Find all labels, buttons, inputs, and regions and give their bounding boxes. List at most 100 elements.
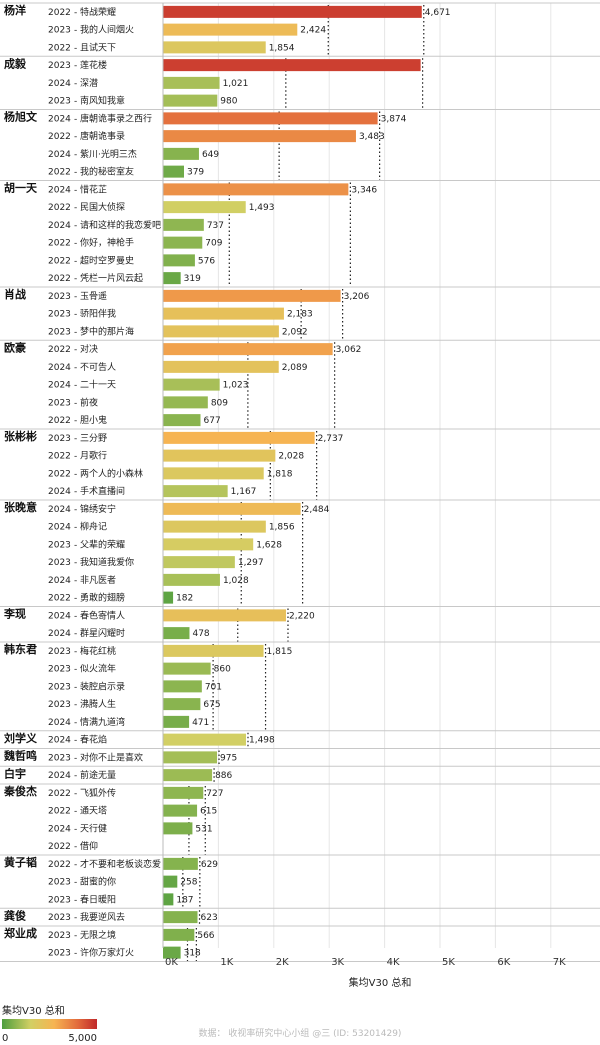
movie-separator: - bbox=[74, 43, 77, 53]
movie-year: 2022 bbox=[48, 807, 71, 817]
movie-title: 对决 bbox=[80, 343, 98, 355]
movie-separator: - bbox=[74, 381, 77, 391]
movie-title: 春色寄情人 bbox=[80, 609, 125, 621]
bar-value-label: 1,023 bbox=[223, 381, 249, 391]
movie-separator: - bbox=[74, 576, 77, 586]
bar bbox=[163, 893, 174, 906]
bar-value-label: 675 bbox=[203, 700, 220, 710]
movie-title: 前途无量 bbox=[80, 769, 116, 781]
bar bbox=[163, 591, 174, 604]
movie-separator: - bbox=[74, 736, 77, 746]
bar bbox=[163, 289, 341, 302]
bar-value-label: 1,856 bbox=[269, 523, 295, 533]
bar bbox=[163, 307, 284, 320]
bar-value-label: 2,092 bbox=[282, 327, 308, 337]
actor-name: 胡一天 bbox=[4, 181, 38, 195]
movie-title: 惜花芷 bbox=[80, 183, 107, 195]
movie-title: 对你不止是喜欢 bbox=[80, 751, 143, 763]
bar-value-label: 1,628 bbox=[256, 540, 282, 550]
movie-year: 2022 bbox=[48, 168, 71, 178]
movie-year: 2023 bbox=[48, 665, 71, 675]
movie-year: 2024 bbox=[48, 185, 71, 195]
bar-value-label: 2,220 bbox=[289, 611, 315, 621]
bar-value-label: 629 bbox=[201, 860, 218, 870]
movie-year: 2024 bbox=[48, 221, 71, 231]
bar bbox=[163, 431, 315, 444]
movie-year: 2024 bbox=[48, 381, 71, 391]
movie-year: 2023 bbox=[48, 26, 71, 36]
movie-title: 深潜 bbox=[80, 77, 98, 89]
bar bbox=[163, 414, 201, 427]
bar bbox=[163, 680, 202, 693]
bar bbox=[163, 662, 211, 675]
movie-year: 2022 bbox=[48, 256, 71, 266]
bar-value-label: 1,815 bbox=[267, 647, 293, 657]
movie-separator: - bbox=[74, 79, 77, 89]
movie-title: 借仰 bbox=[80, 840, 98, 852]
movie-separator: - bbox=[74, 611, 77, 621]
movie-title: 我要逆风去 bbox=[80, 911, 125, 923]
movie-title: 民国大侦探 bbox=[80, 201, 125, 213]
actor-name: 张晚意 bbox=[4, 500, 37, 514]
movie-separator: - bbox=[74, 132, 77, 142]
actor-name: 秦俊杰 bbox=[3, 784, 37, 798]
bar-value-label: 3,874 bbox=[381, 114, 407, 124]
movie-title: 春花焰 bbox=[80, 734, 107, 746]
bar-value-label: 860 bbox=[214, 665, 231, 675]
movie-year: 2022 bbox=[48, 860, 71, 870]
bar bbox=[163, 875, 178, 888]
bar-value-label: 1,854 bbox=[269, 43, 295, 53]
actor-name: 龚俊 bbox=[4, 908, 26, 922]
movie-title: 父辈的荣耀 bbox=[80, 538, 125, 550]
bar bbox=[163, 538, 254, 551]
bar-value-label: 2,028 bbox=[278, 452, 304, 462]
movie-separator: - bbox=[74, 203, 77, 213]
movie-year: 2023 bbox=[48, 913, 71, 923]
movie-separator: - bbox=[74, 452, 77, 462]
x-tick-label: 5K bbox=[442, 957, 455, 968]
bar bbox=[163, 769, 213, 782]
movie-year: 2022 bbox=[48, 203, 71, 213]
movie-title: 似火流年 bbox=[80, 663, 116, 675]
movie-separator: - bbox=[74, 363, 77, 373]
movie-title: 飞狐外传 bbox=[80, 787, 116, 799]
bar bbox=[163, 609, 286, 622]
bar bbox=[163, 76, 220, 89]
bar bbox=[163, 733, 246, 746]
bar bbox=[163, 183, 349, 196]
movie-title: 南风知我意 bbox=[80, 95, 125, 107]
movie-separator: - bbox=[74, 824, 77, 834]
bar-value-label: 531 bbox=[195, 824, 212, 834]
bar bbox=[163, 556, 235, 569]
bar bbox=[163, 715, 190, 728]
bar-value-label: 1,493 bbox=[249, 203, 275, 213]
movie-year: 2022 bbox=[48, 274, 71, 284]
bar-value-label: 701 bbox=[205, 682, 222, 692]
movie-year: 2024 bbox=[48, 150, 71, 160]
bar bbox=[163, 573, 220, 586]
movie-separator: - bbox=[74, 345, 77, 355]
bar bbox=[163, 378, 220, 391]
movie-separator: - bbox=[74, 168, 77, 178]
bar-value-label: 727 bbox=[206, 789, 223, 799]
movie-title: 玉骨遥 bbox=[80, 290, 107, 302]
movie-title: 非凡医者 bbox=[80, 574, 116, 586]
movie-year: 2023 bbox=[48, 434, 71, 444]
movie-separator: - bbox=[74, 292, 77, 302]
bar bbox=[163, 5, 422, 18]
movie-year: 2024 bbox=[48, 79, 71, 89]
bar bbox=[163, 272, 181, 285]
actor-name: 欧豪 bbox=[4, 340, 26, 354]
grid-layer bbox=[0, 2, 600, 962]
actor-name: 韩东君 bbox=[4, 642, 37, 656]
bar-value-label: 2,484 bbox=[304, 505, 330, 515]
movie-year: 2024 bbox=[48, 363, 71, 373]
movie-title: 凭栏一片风云起 bbox=[80, 272, 143, 284]
movie-separator: - bbox=[74, 540, 77, 550]
movie-separator: - bbox=[74, 26, 77, 36]
bar-value-label: 2,737 bbox=[318, 434, 344, 444]
bar bbox=[163, 112, 378, 125]
bar bbox=[163, 236, 203, 249]
movie-separator: - bbox=[74, 665, 77, 675]
